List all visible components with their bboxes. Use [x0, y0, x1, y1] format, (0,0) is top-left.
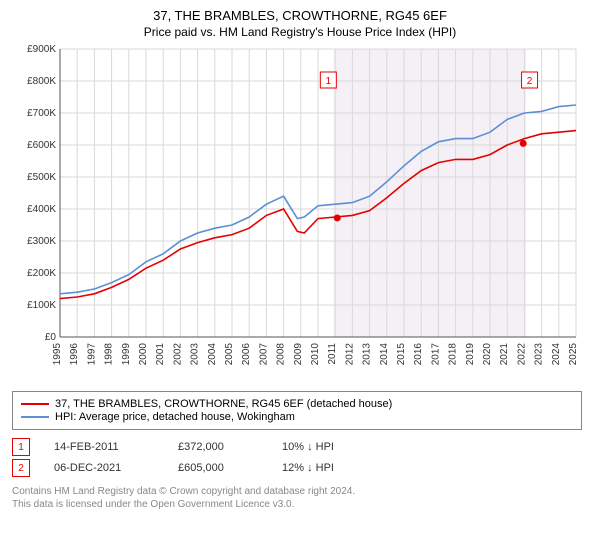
svg-text:2010: 2010 — [310, 343, 321, 366]
svg-text:2022: 2022 — [516, 343, 527, 366]
svg-text:2024: 2024 — [551, 343, 562, 366]
legend-box: 37, THE BRAMBLES, CROWTHORNE, RG45 6EF (… — [12, 391, 582, 430]
svg-text:2007: 2007 — [258, 343, 269, 366]
svg-text:2019: 2019 — [465, 343, 476, 366]
svg-text:2009: 2009 — [293, 343, 304, 366]
svg-text:2006: 2006 — [241, 343, 252, 366]
svg-text:2020: 2020 — [482, 343, 493, 366]
chart-subtitle: Price paid vs. HM Land Registry's House … — [12, 25, 588, 39]
svg-text:2013: 2013 — [362, 343, 373, 366]
marker-row: 1 14-FEB-2011 £372,000 10% ↓ HPI — [12, 438, 582, 456]
marker-id-box: 1 — [12, 438, 30, 456]
footer-line-2: This data is licensed under the Open Gov… — [12, 498, 588, 511]
svg-text:2018: 2018 — [448, 343, 459, 366]
line-chart-svg: £0 £100K £200K £300K £400K £500K £600K £700K £80… — [12, 45, 584, 385]
svg-text:2023: 2023 — [534, 343, 545, 366]
svg-text:2: 2 — [527, 76, 533, 87]
footer-attribution: Contains HM Land Registry data © Crown c… — [12, 485, 588, 511]
marker-price: £605,000 — [178, 462, 258, 474]
marker-pct: 12% ↓ HPI — [282, 462, 382, 474]
footer-line-1: Contains HM Land Registry data © Crown c… — [12, 485, 588, 498]
chart-title: 37, THE BRAMBLES, CROWTHORNE, RG45 6EF — [12, 8, 588, 23]
svg-text:2015: 2015 — [396, 343, 407, 366]
svg-text:2004: 2004 — [207, 343, 218, 366]
legend-swatch — [21, 416, 49, 418]
svg-text:1996: 1996 — [69, 343, 80, 366]
svg-text:2001: 2001 — [155, 343, 166, 366]
svg-text:£500K: £500K — [27, 172, 56, 183]
svg-text:£0: £0 — [45, 332, 57, 343]
svg-text:£800K: £800K — [27, 76, 56, 87]
svg-text:£100K: £100K — [27, 300, 56, 311]
svg-text:2008: 2008 — [276, 343, 287, 366]
svg-text:2002: 2002 — [172, 343, 183, 366]
legend-label: 37, THE BRAMBLES, CROWTHORNE, RG45 6EF (… — [55, 398, 392, 410]
marker-date: 06-DEC-2021 — [54, 462, 154, 474]
legend-row: 37, THE BRAMBLES, CROWTHORNE, RG45 6EF (… — [21, 398, 573, 410]
legend-label: HPI: Average price, detached house, Woki… — [55, 411, 295, 423]
marker-table: 1 14-FEB-2011 £372,000 10% ↓ HPI 2 06-DEC-202… — [12, 438, 582, 477]
svg-text:2003: 2003 — [190, 343, 201, 366]
svg-text:2005: 2005 — [224, 343, 235, 366]
marker-row: 2 06-DEC-2021 £605,000 12% ↓ HPI — [12, 459, 582, 477]
svg-text:1995: 1995 — [52, 343, 63, 366]
marker-id-box: 2 — [12, 459, 30, 477]
svg-text:2025: 2025 — [568, 343, 579, 366]
svg-text:2014: 2014 — [379, 343, 390, 366]
svg-text:1997: 1997 — [86, 343, 97, 366]
svg-text:2021: 2021 — [499, 343, 510, 366]
svg-text:1999: 1999 — [121, 343, 132, 366]
svg-text:2016: 2016 — [413, 343, 424, 366]
svg-text:1998: 1998 — [104, 343, 115, 366]
svg-text:£600K: £600K — [27, 140, 56, 151]
svg-text:£700K: £700K — [27, 108, 56, 119]
marker-date: 14-FEB-2011 — [54, 441, 154, 453]
legend-row: HPI: Average price, detached house, Woki… — [21, 411, 573, 423]
legend-swatch — [21, 403, 49, 405]
svg-text:£400K: £400K — [27, 204, 56, 215]
chart-container: 37, THE BRAMBLES, CROWTHORNE, RG45 6EF P… — [0, 0, 600, 519]
svg-text:£300K: £300K — [27, 236, 56, 247]
marker-price: £372,000 — [178, 441, 258, 453]
svg-text:2012: 2012 — [344, 343, 355, 366]
svg-text:2000: 2000 — [138, 343, 149, 366]
svg-text:1: 1 — [326, 76, 332, 87]
svg-text:2011: 2011 — [327, 343, 338, 365]
svg-text:£900K: £900K — [27, 45, 56, 55]
marker-pct: 10% ↓ HPI — [282, 441, 382, 453]
svg-text:2017: 2017 — [430, 343, 441, 366]
svg-text:£200K: £200K — [27, 268, 56, 279]
chart-area: £0 £100K £200K £300K £400K £500K £600K £700K £80… — [12, 45, 584, 385]
